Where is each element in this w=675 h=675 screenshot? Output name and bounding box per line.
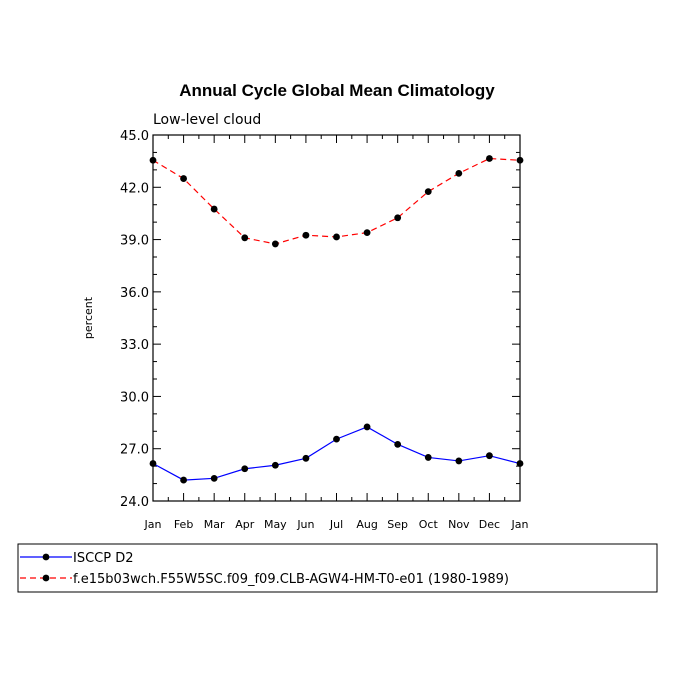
y-axis-label: percent <box>82 296 95 339</box>
data-point <box>424 454 432 461</box>
data-point <box>241 234 249 242</box>
y-tick-label: 27.0 <box>120 443 149 458</box>
x-tick-label: Oct <box>419 518 439 531</box>
data-point <box>180 175 187 182</box>
legend-marker <box>42 574 50 582</box>
data-point <box>486 155 493 162</box>
x-tick-label: Nov <box>448 518 470 531</box>
legend-marker <box>42 553 50 561</box>
y-tick-label: 39.0 <box>120 234 149 249</box>
y-tick-label: 42.0 <box>120 181 149 196</box>
data-point <box>271 461 279 469</box>
series-1 <box>149 423 524 484</box>
legend-entry-1: ISCCP D2 <box>20 551 134 566</box>
x-tick-label: Mar <box>204 518 225 531</box>
y-tick-label: 30.0 <box>120 390 149 405</box>
x-tick-label: Aug <box>356 518 377 531</box>
data-point <box>455 457 463 465</box>
data-point <box>302 231 310 239</box>
legend-label: f.e15b03wch.F55W5SC.f09_f09.CLB-AGW4-HM-… <box>73 572 509 587</box>
x-tick-label: Jul <box>329 518 343 531</box>
chart-subtitle: Low-level cloud <box>153 112 261 128</box>
x-tick-label: Sep <box>387 518 408 531</box>
series-line <box>152 426 521 481</box>
data-point <box>333 233 340 241</box>
data-point <box>363 229 371 237</box>
data-point <box>302 454 310 462</box>
y-tick-label: 45.0 <box>120 129 149 144</box>
data-point <box>333 435 340 443</box>
x-tick-label: Jun <box>296 518 314 531</box>
plot-frame <box>152 134 521 502</box>
legend: ISCCP D2 f.e15b03wch.F55W5SC.f09_f09.CLB-… <box>17 543 658 593</box>
x-tick-label: Apr <box>235 518 255 531</box>
data-point <box>394 214 402 222</box>
series-2 <box>149 155 524 248</box>
axis-ticks: 24.0 27.0 30.0 33.0 36.0 39.0 42.0 45.0 Jan Feb Ma… <box>120 129 528 531</box>
data-point <box>210 474 218 482</box>
data-point <box>363 423 371 431</box>
chart-title: Annual Cycle Global Mean Climatology <box>179 81 495 100</box>
data-point <box>271 240 279 248</box>
y-tick-label: 36.0 <box>120 286 149 301</box>
y-tick-label: 24.0 <box>120 495 149 510</box>
data-point <box>241 465 249 473</box>
series-line <box>152 157 521 245</box>
x-tick-label: Jan <box>511 518 529 531</box>
y-tick-label: 33.0 <box>120 338 149 353</box>
x-tick-label: Dec <box>479 518 500 531</box>
x-tick-label: Jan <box>144 518 162 531</box>
x-tick-label: Feb <box>174 518 193 531</box>
data-point <box>424 188 432 196</box>
x-tick-label: May <box>264 518 287 531</box>
data-point <box>455 169 463 177</box>
legend-box <box>17 543 658 593</box>
data-point <box>180 476 187 484</box>
series-layer <box>149 155 524 484</box>
data-point <box>486 452 493 460</box>
legend-entry-2: f.e15b03wch.F55W5SC.f09_f09.CLB-AGW4-HM-… <box>20 572 509 587</box>
legend-label: ISCCP D2 <box>73 551 134 566</box>
data-point <box>394 440 402 448</box>
data-point <box>210 205 218 213</box>
